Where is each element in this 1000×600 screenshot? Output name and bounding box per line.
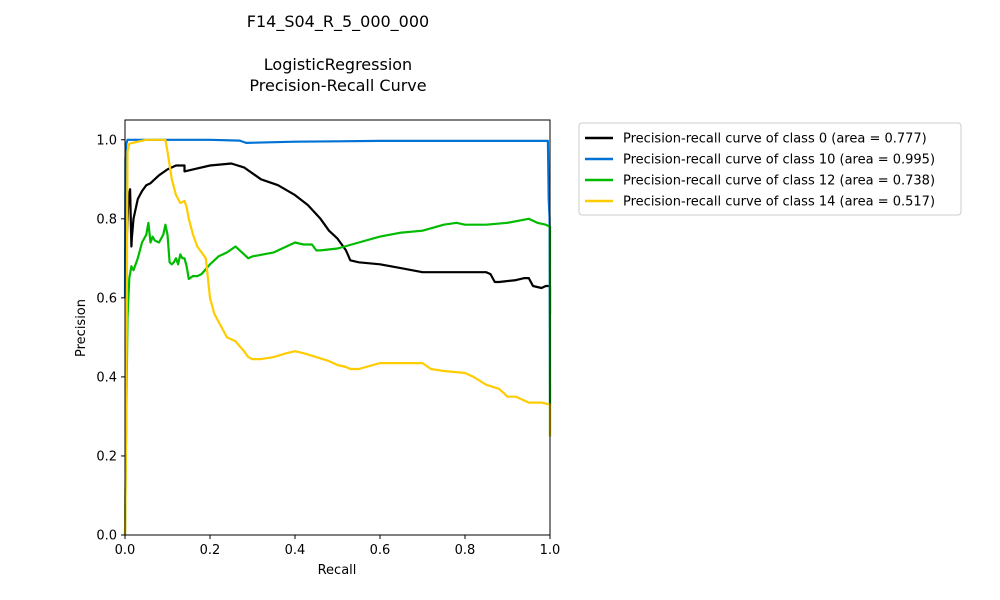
y-tick-label: 1.0 [96, 133, 117, 148]
y-tick-label: 0.2 [96, 449, 117, 464]
x-tick-label: 0.6 [370, 543, 391, 558]
series-line-0 [123, 162, 552, 314]
x-axis-label: Recall [318, 563, 357, 578]
x-tick-label: 0.4 [285, 543, 306, 558]
title-line-3: LogisticRegression [264, 55, 412, 74]
series-line-1 [123, 138, 552, 405]
x-tick-label: 0.8 [455, 543, 476, 558]
series-layer [123, 138, 552, 536]
legend-box [578, 122, 962, 216]
y-tick-label: 0.4 [96, 370, 117, 385]
y-tick-label: 0.8 [96, 212, 117, 227]
y-axis-ticks: 0.0 0.2 0.4 0.6 0.8 1.0 [96, 133, 125, 544]
chart-title: F14_S04_R_5_000_000 LogisticRegression P… [247, 12, 429, 95]
legend: Precision-recall curve of class 0 (area … [578, 122, 962, 216]
legend-label-0: Precision-recall curve of class 0 (area … [623, 132, 927, 147]
x-tick-label: 0.0 [115, 543, 136, 558]
legend-label-3: Precision-recall curve of class 14 (area… [623, 195, 935, 210]
x-tick-label: 0.2 [200, 543, 221, 558]
y-axis-label: Precision [74, 299, 89, 357]
legend-label-2: Precision-recall curve of class 12 (area… [623, 174, 935, 189]
title-line-4: Precision-Recall Curve [249, 76, 426, 95]
title-line-1: F14_S04_R_5_000_000 [247, 12, 429, 32]
series-line-2 [123, 217, 552, 536]
x-axis-ticks: 0.0 0.2 0.4 0.6 0.8 1.0 [115, 535, 561, 558]
x-tick-label: 1.0 [540, 543, 561, 558]
plot-frame [124, 119, 551, 536]
legend-label-1: Precision-recall curve of class 10 (area… [623, 153, 935, 168]
y-tick-label: 0.0 [96, 529, 117, 544]
y-tick-label: 0.6 [96, 291, 117, 306]
series-line-3 [123, 138, 552, 536]
